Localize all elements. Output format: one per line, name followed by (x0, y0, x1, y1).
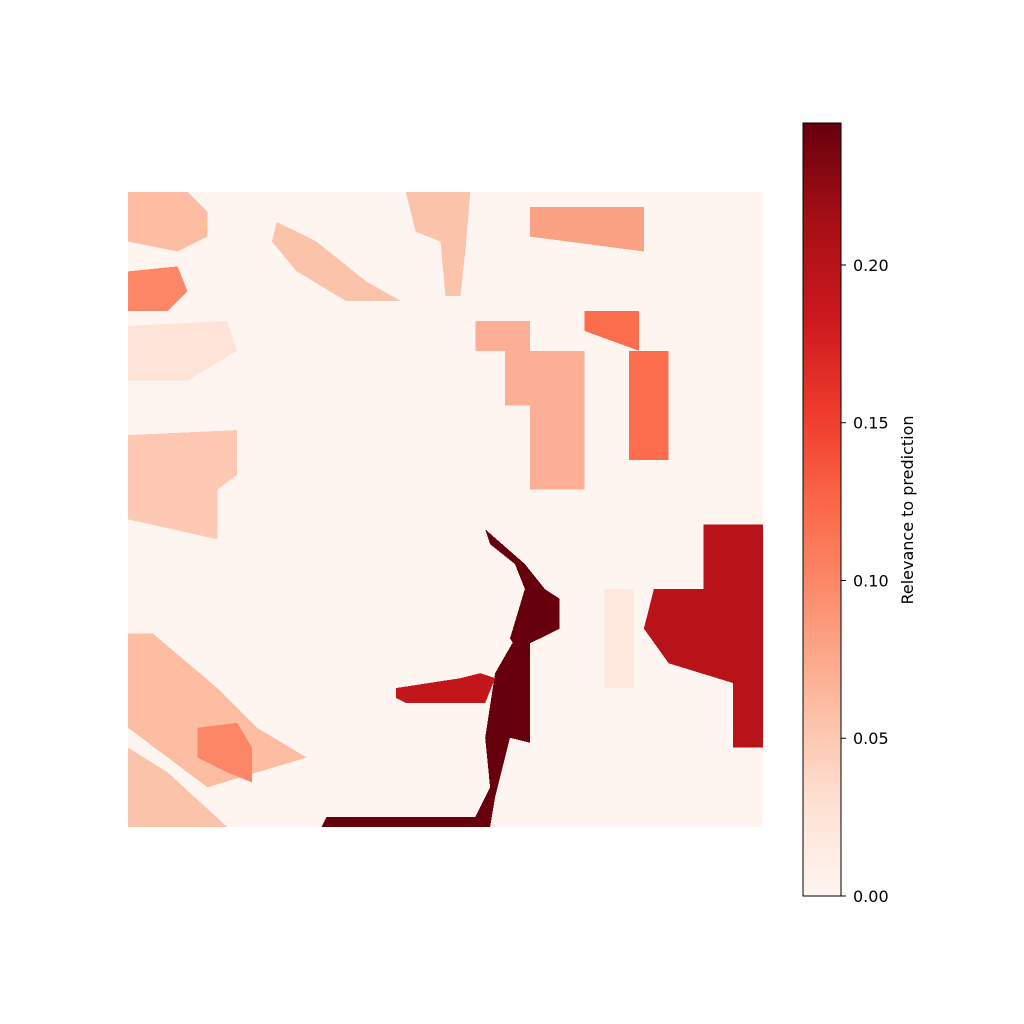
heatmap-region-top-center-blob (405, 192, 471, 297)
heatmap-region-center-rect (475, 321, 585, 490)
heatmap-region-right-faint-column (604, 588, 634, 689)
heatmap-region-top-right-bar (529, 206, 644, 252)
heatmap-region-left-faint-block (128, 321, 238, 381)
heatmap-region-lower-left-streak (128, 633, 307, 788)
heatmap-region-right-red-block (643, 524, 763, 748)
colorbar-tick-label: 0.20 (853, 256, 889, 275)
heatmap-region-red-horizontal-streak (395, 673, 496, 703)
heatmap-region-upper-diagonal-streak (271, 221, 401, 302)
colorbar-gradient (802, 122, 842, 897)
heatmap-region-lower-left-hot (197, 722, 252, 783)
colorbar-label: Relevance to prediction (898, 415, 917, 604)
heatmap-region-right-vertical-bar (629, 350, 669, 460)
heatmap-region-dark-curve-lower (321, 638, 530, 827)
colorbar-tick-label: 0.10 (853, 571, 889, 590)
heatmap-region-left-mid-block (128, 266, 188, 312)
heatmap-region-bottom-left-corner (128, 747, 228, 827)
heatmap-region-left-middle-blob (128, 430, 238, 540)
heatmap-region-top-left-streak (128, 192, 208, 252)
colorbar-tick-label: 0.15 (853, 414, 889, 433)
heatmap-region-upper-right-red (584, 311, 639, 351)
colorbar-tick-label: 0.00 (853, 887, 889, 906)
heatmap-image (128, 192, 763, 827)
colorbar: 0.00 0.05 0.10 0.15 0.20 Relevance to predic… (802, 122, 917, 906)
heatmap-region-dark-curve-upper (485, 529, 560, 654)
colorbar-tick-label: 0.05 (853, 729, 889, 748)
